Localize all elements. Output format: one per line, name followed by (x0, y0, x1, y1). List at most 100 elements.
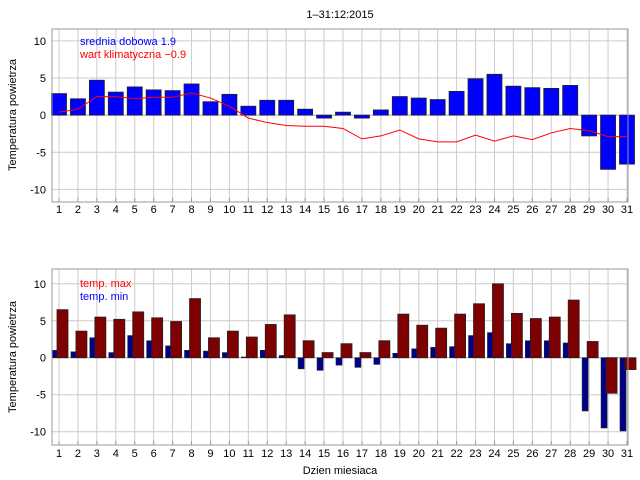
y-tick-label: -10 (30, 184, 46, 196)
x-tick-label: 24 (488, 204, 500, 216)
x-tick-label: 10 (223, 448, 235, 460)
x-tick-label: 3 (94, 448, 100, 460)
bar-temp-min (581, 357, 589, 412)
bar-daily-mean (259, 99, 276, 116)
x-tick-label: 5 (132, 204, 138, 216)
x-tick-label: 13 (280, 448, 292, 460)
x-tick-label: 21 (432, 448, 444, 460)
bar-temp-max (283, 314, 296, 359)
bar-daily-mean (240, 105, 257, 116)
x-tick-label: 5 (132, 448, 138, 460)
bar-daily-mean (448, 90, 465, 116)
x-tick-label: 19 (394, 204, 406, 216)
bar-temp-max (397, 313, 410, 359)
bar-temp-min (335, 357, 343, 366)
legend-max: temp. max (80, 278, 132, 290)
x-tick-label: 24 (488, 448, 500, 460)
x-tick-label: 10 (223, 204, 235, 216)
bar-daily-mean (486, 73, 503, 116)
x-tick-label: 26 (526, 448, 538, 460)
y-tick-label: 0 (40, 110, 46, 122)
bar-daily-mean (600, 114, 616, 170)
bottom-x-axis-label: Dzien miesiaca (303, 465, 378, 477)
x-tick-label: 4 (113, 448, 119, 460)
x-tick-label: 2 (75, 448, 81, 460)
y-tick-label: 10 (34, 279, 46, 291)
bar-temp-max (416, 324, 429, 359)
x-tick-label: 8 (188, 204, 194, 216)
bar-temp-max (75, 330, 88, 359)
bar-temp-max (510, 312, 523, 359)
bar-temp-max (170, 321, 183, 359)
bar-daily-mean (278, 99, 295, 116)
bar-daily-mean (221, 93, 238, 116)
bar-daily-mean (372, 109, 389, 116)
y-tick-label: -5 (36, 147, 46, 159)
x-tick-label: 31 (621, 448, 633, 460)
x-tick-label: 27 (545, 448, 557, 460)
bar-temp-max (340, 343, 353, 359)
bar-temp-min (297, 357, 305, 370)
x-tick-label: 3 (94, 204, 100, 216)
x-tick-label: 8 (188, 448, 194, 460)
x-tick-label: 27 (545, 204, 557, 216)
x-tick-label: 21 (432, 204, 444, 216)
bar-daily-mean (505, 85, 522, 116)
bar-daily-mean (524, 87, 541, 116)
top-panel: 1 2 3 4 5 6 7 8 9 10 11 12 13 14 15 16 17 18 19 20 21 22 23 24 2… (30, 28, 635, 216)
bar-temp-max (264, 324, 277, 359)
x-tick-label: 30 (602, 204, 614, 216)
bottom-y-axis-label: Temperatura powietrza (7, 300, 19, 413)
x-tick-label: 25 (507, 448, 519, 460)
x-tick-label: 11 (243, 204, 254, 216)
legend-climate: wart klimatyczna −0.9 (79, 49, 186, 61)
x-tick-label: 9 (207, 448, 213, 460)
x-tick-label: 14 (299, 204, 311, 216)
bar-temp-max (529, 318, 542, 359)
legend-mean: srednia dobowa 1.9 (80, 36, 176, 48)
bar-daily-mean (164, 90, 181, 116)
x-tick-label: 20 (413, 204, 425, 216)
x-tick-label: 15 (318, 204, 330, 216)
bar-temp-min (619, 357, 627, 432)
x-tick-label: 22 (450, 448, 462, 460)
bar-daily-mean (410, 97, 427, 116)
bar-temp-max (321, 352, 334, 359)
x-tick-label: 12 (261, 448, 273, 460)
bar-daily-mean (126, 86, 143, 116)
line-climate-value (58, 92, 627, 143)
bar-temp-max (94, 316, 107, 359)
bar-daily-mean (429, 99, 446, 116)
x-tick-label: 6 (151, 448, 157, 460)
bar-temp-max (473, 303, 485, 359)
bar-temp-max (586, 341, 599, 359)
x-tick-label: 30 (602, 448, 614, 460)
x-tick-label: 15 (318, 448, 330, 460)
x-tick-label: 17 (356, 204, 368, 216)
bar-temp-max (378, 340, 391, 359)
bar-temp-max (605, 357, 618, 394)
bar-daily-mean (354, 114, 370, 119)
bar-daily-mean (202, 101, 219, 116)
bar-daily-mean (335, 111, 351, 116)
top-y-axis-label: Temperatura powietrza (7, 58, 19, 171)
x-tick-label: 4 (113, 204, 119, 216)
x-tick-label: 1 (56, 204, 62, 216)
x-tick-label: 12 (261, 204, 273, 216)
bar-temp-max (56, 309, 69, 359)
bar-daily-mean (88, 79, 105, 116)
bar-temp-max (245, 336, 258, 359)
bar-temp-max (302, 340, 315, 359)
x-tick-label: 25 (507, 204, 519, 216)
bar-daily-mean (562, 85, 579, 116)
y-tick-label: 5 (40, 316, 46, 328)
x-tick-label: 28 (564, 204, 576, 216)
y-tick-label: -5 (36, 390, 46, 402)
bar-daily-mean (316, 114, 332, 119)
bar-daily-mean (543, 87, 560, 116)
bar-temp-max (208, 337, 220, 359)
legend-min: temp. min (80, 291, 128, 303)
x-tick-label: 13 (280, 204, 292, 216)
bar-daily-mean (145, 89, 162, 116)
